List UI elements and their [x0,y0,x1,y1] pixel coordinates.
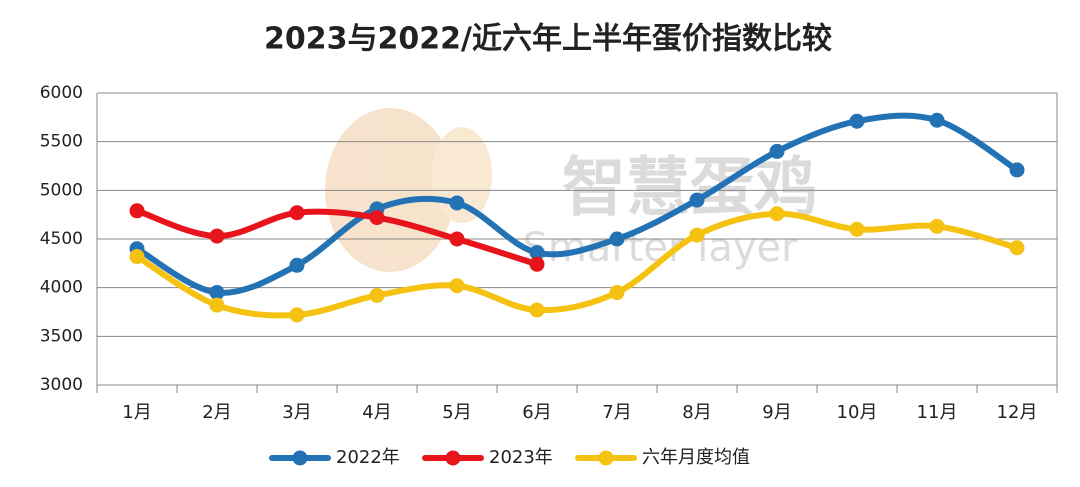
x-tick-label: 5月 [442,402,471,423]
data-point [289,307,305,323]
y-tick-label: 4000 [40,278,83,298]
data-point [609,285,625,301]
series-line [134,207,540,268]
data-point [929,218,945,234]
x-tick-label: 9月 [762,402,791,423]
chart-title: 2023与2022/近六年上半年蛋价指数比较 [264,22,832,57]
x-tick-label: 11月 [917,402,958,423]
data-point [769,206,785,222]
data-point [209,285,225,301]
legend-label: 六年月度均值 [642,447,750,468]
x-tick-label: 6月 [522,402,551,423]
data-point [529,302,545,318]
data-point [209,297,225,313]
y-tick-label: 3000 [40,375,83,395]
x-tick-label: 3月 [282,402,311,423]
legend-label: 2022年 [336,447,400,468]
data-point [209,228,225,244]
x-tick-label: 2月 [202,402,231,423]
y-tick-label: 3500 [40,326,83,346]
legend-swatch [445,450,461,466]
data-point [449,195,465,211]
data-point [849,113,865,129]
x-tick-label: 12月 [997,402,1038,423]
y-tick-label: 4500 [40,229,83,249]
legend-swatch [292,450,308,466]
data-point [689,192,705,208]
data-point [129,249,145,265]
data-point [369,287,385,303]
x-tick-label: 4月 [362,402,391,423]
data-point [129,203,145,219]
data-point [929,112,945,128]
x-tick-label: 10月 [837,402,878,423]
data-point [289,257,305,273]
data-point [369,210,385,226]
y-tick-label: 6000 [40,83,83,103]
data-point [769,143,785,159]
data-point [609,231,625,247]
legend-swatch [598,450,614,466]
y-tick-label: 5000 [40,180,83,200]
data-point [1009,240,1025,256]
data-point [529,256,545,272]
data-point [449,278,465,294]
data-point [449,231,465,247]
data-point [689,227,705,243]
x-tick-label: 1月 [122,402,151,423]
y-tick-label: 5500 [40,132,83,152]
data-point [289,205,305,221]
legend-label: 2023年 [489,447,553,468]
data-point [849,221,865,237]
data-point [529,245,545,261]
x-tick-label: 7月 [602,402,631,423]
data-point [1009,162,1025,178]
x-tick-label: 8月 [682,402,711,423]
